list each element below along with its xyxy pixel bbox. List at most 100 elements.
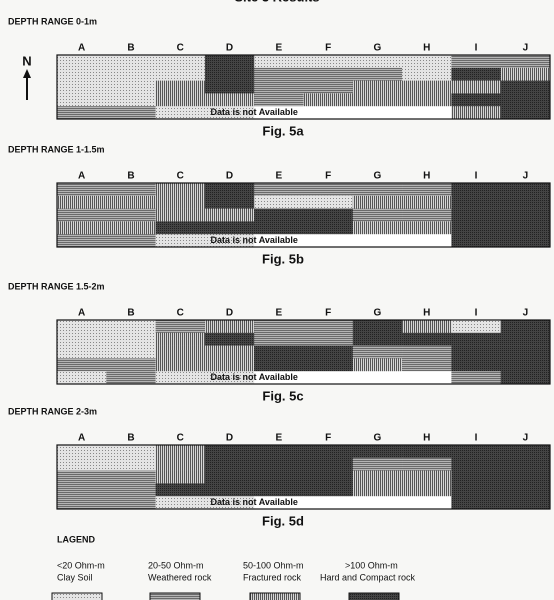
grid-cell <box>451 221 501 235</box>
grid-cell <box>402 183 452 197</box>
grid-cell <box>254 358 304 372</box>
grid-cell <box>155 221 206 235</box>
grid-cell <box>254 106 304 120</box>
grid-cell <box>500 106 551 120</box>
grid-cell <box>402 483 452 497</box>
grid-cell <box>352 55 403 69</box>
grid-cell <box>402 93 452 107</box>
column-label: G <box>374 308 382 319</box>
column-label: A <box>78 43 85 54</box>
no-data-label: Data is not Available <box>211 107 298 117</box>
page-title: Site 3 Results <box>234 0 319 4</box>
column-label: A <box>78 433 85 444</box>
grid-cell <box>106 358 156 372</box>
grid-cell <box>155 496 206 510</box>
legend-swatch <box>249 592 301 600</box>
grid-cell <box>57 221 107 235</box>
column-label: J <box>523 308 529 319</box>
grid-cell <box>204 93 255 107</box>
grid-cell <box>500 320 551 334</box>
grid-border <box>56 54 551 120</box>
grid-cell <box>155 332 206 346</box>
grid-cell <box>303 483 354 497</box>
grid-cell <box>402 470 452 484</box>
grid-cell <box>204 55 255 69</box>
column-label: D <box>226 433 233 444</box>
legend-range: 20-50 Ohm-m <box>148 560 204 570</box>
north-label: N <box>22 53 31 68</box>
column-label: E <box>276 433 283 444</box>
grid-cell <box>204 345 255 359</box>
legend-label: Fractured rock <box>243 572 302 582</box>
grid-cell <box>57 183 107 197</box>
grid-cell <box>352 234 403 248</box>
grid-cell <box>451 80 501 94</box>
grid-cell <box>352 221 403 235</box>
grid-cell <box>303 457 354 471</box>
grid-border <box>56 319 551 385</box>
column-label: A <box>78 171 85 182</box>
grid-cell <box>57 445 107 459</box>
grid-cell <box>254 80 304 94</box>
grid-cell <box>204 221 255 235</box>
grid-cell <box>451 106 501 120</box>
grid-cell <box>500 221 551 235</box>
grid-cell <box>254 496 304 510</box>
grid-cell <box>254 208 304 222</box>
column-label: B <box>127 171 134 182</box>
column-label: G <box>374 433 382 444</box>
grid-cell <box>155 195 206 209</box>
legend-swatch <box>149 592 201 600</box>
grid-cell <box>451 55 501 69</box>
legend-swatch <box>348 592 400 600</box>
grid-cell <box>254 371 304 385</box>
grid-border <box>56 182 551 248</box>
grid-cell <box>155 483 206 497</box>
grid-cell <box>57 345 107 359</box>
column-label: F <box>325 43 331 54</box>
grid-cell <box>500 93 551 107</box>
grid-cell <box>155 470 206 484</box>
grid-cell <box>402 195 452 209</box>
legend-range: >100 Ohm-m <box>345 560 398 570</box>
grid-cell <box>451 371 501 385</box>
grid-cell <box>500 470 551 484</box>
grid-cell <box>57 358 107 372</box>
grid-cell <box>204 445 255 459</box>
grid-cell <box>204 67 255 81</box>
grid-cell <box>204 234 255 248</box>
grid-cell <box>155 93 206 107</box>
grid-cell <box>402 67 452 81</box>
grid-cell <box>155 371 206 385</box>
grid-cell <box>402 345 452 359</box>
grid-cell <box>303 80 354 94</box>
grid-cell <box>106 371 156 385</box>
grid-cell <box>500 445 551 459</box>
grid-cell <box>155 80 206 94</box>
grid-cell <box>254 67 304 81</box>
grid-cell <box>352 483 403 497</box>
grid-cell <box>303 320 354 334</box>
grid-cell <box>57 80 107 94</box>
grid-cell <box>402 371 452 385</box>
grid-cell <box>204 496 255 510</box>
grid-cell <box>451 208 501 222</box>
grid-cell <box>303 445 354 459</box>
grid-cell <box>451 496 501 510</box>
grid-cell <box>106 234 156 248</box>
column-label: D <box>226 43 233 54</box>
column-label: C <box>177 171 184 182</box>
grid-cell <box>451 445 501 459</box>
grid-cell <box>451 332 501 346</box>
grid-cell <box>106 320 156 334</box>
grid-cell <box>155 55 206 69</box>
grid-cell <box>106 55 156 69</box>
grid-cell <box>303 195 354 209</box>
grid-cell <box>352 345 403 359</box>
column-label: D <box>226 171 233 182</box>
grid-cell <box>57 93 107 107</box>
grid-cell <box>106 208 156 222</box>
depth-label: DEPTH RANGE 1.5-2m <box>8 281 105 291</box>
grid-cell <box>106 345 156 359</box>
grid-cell <box>402 496 452 510</box>
